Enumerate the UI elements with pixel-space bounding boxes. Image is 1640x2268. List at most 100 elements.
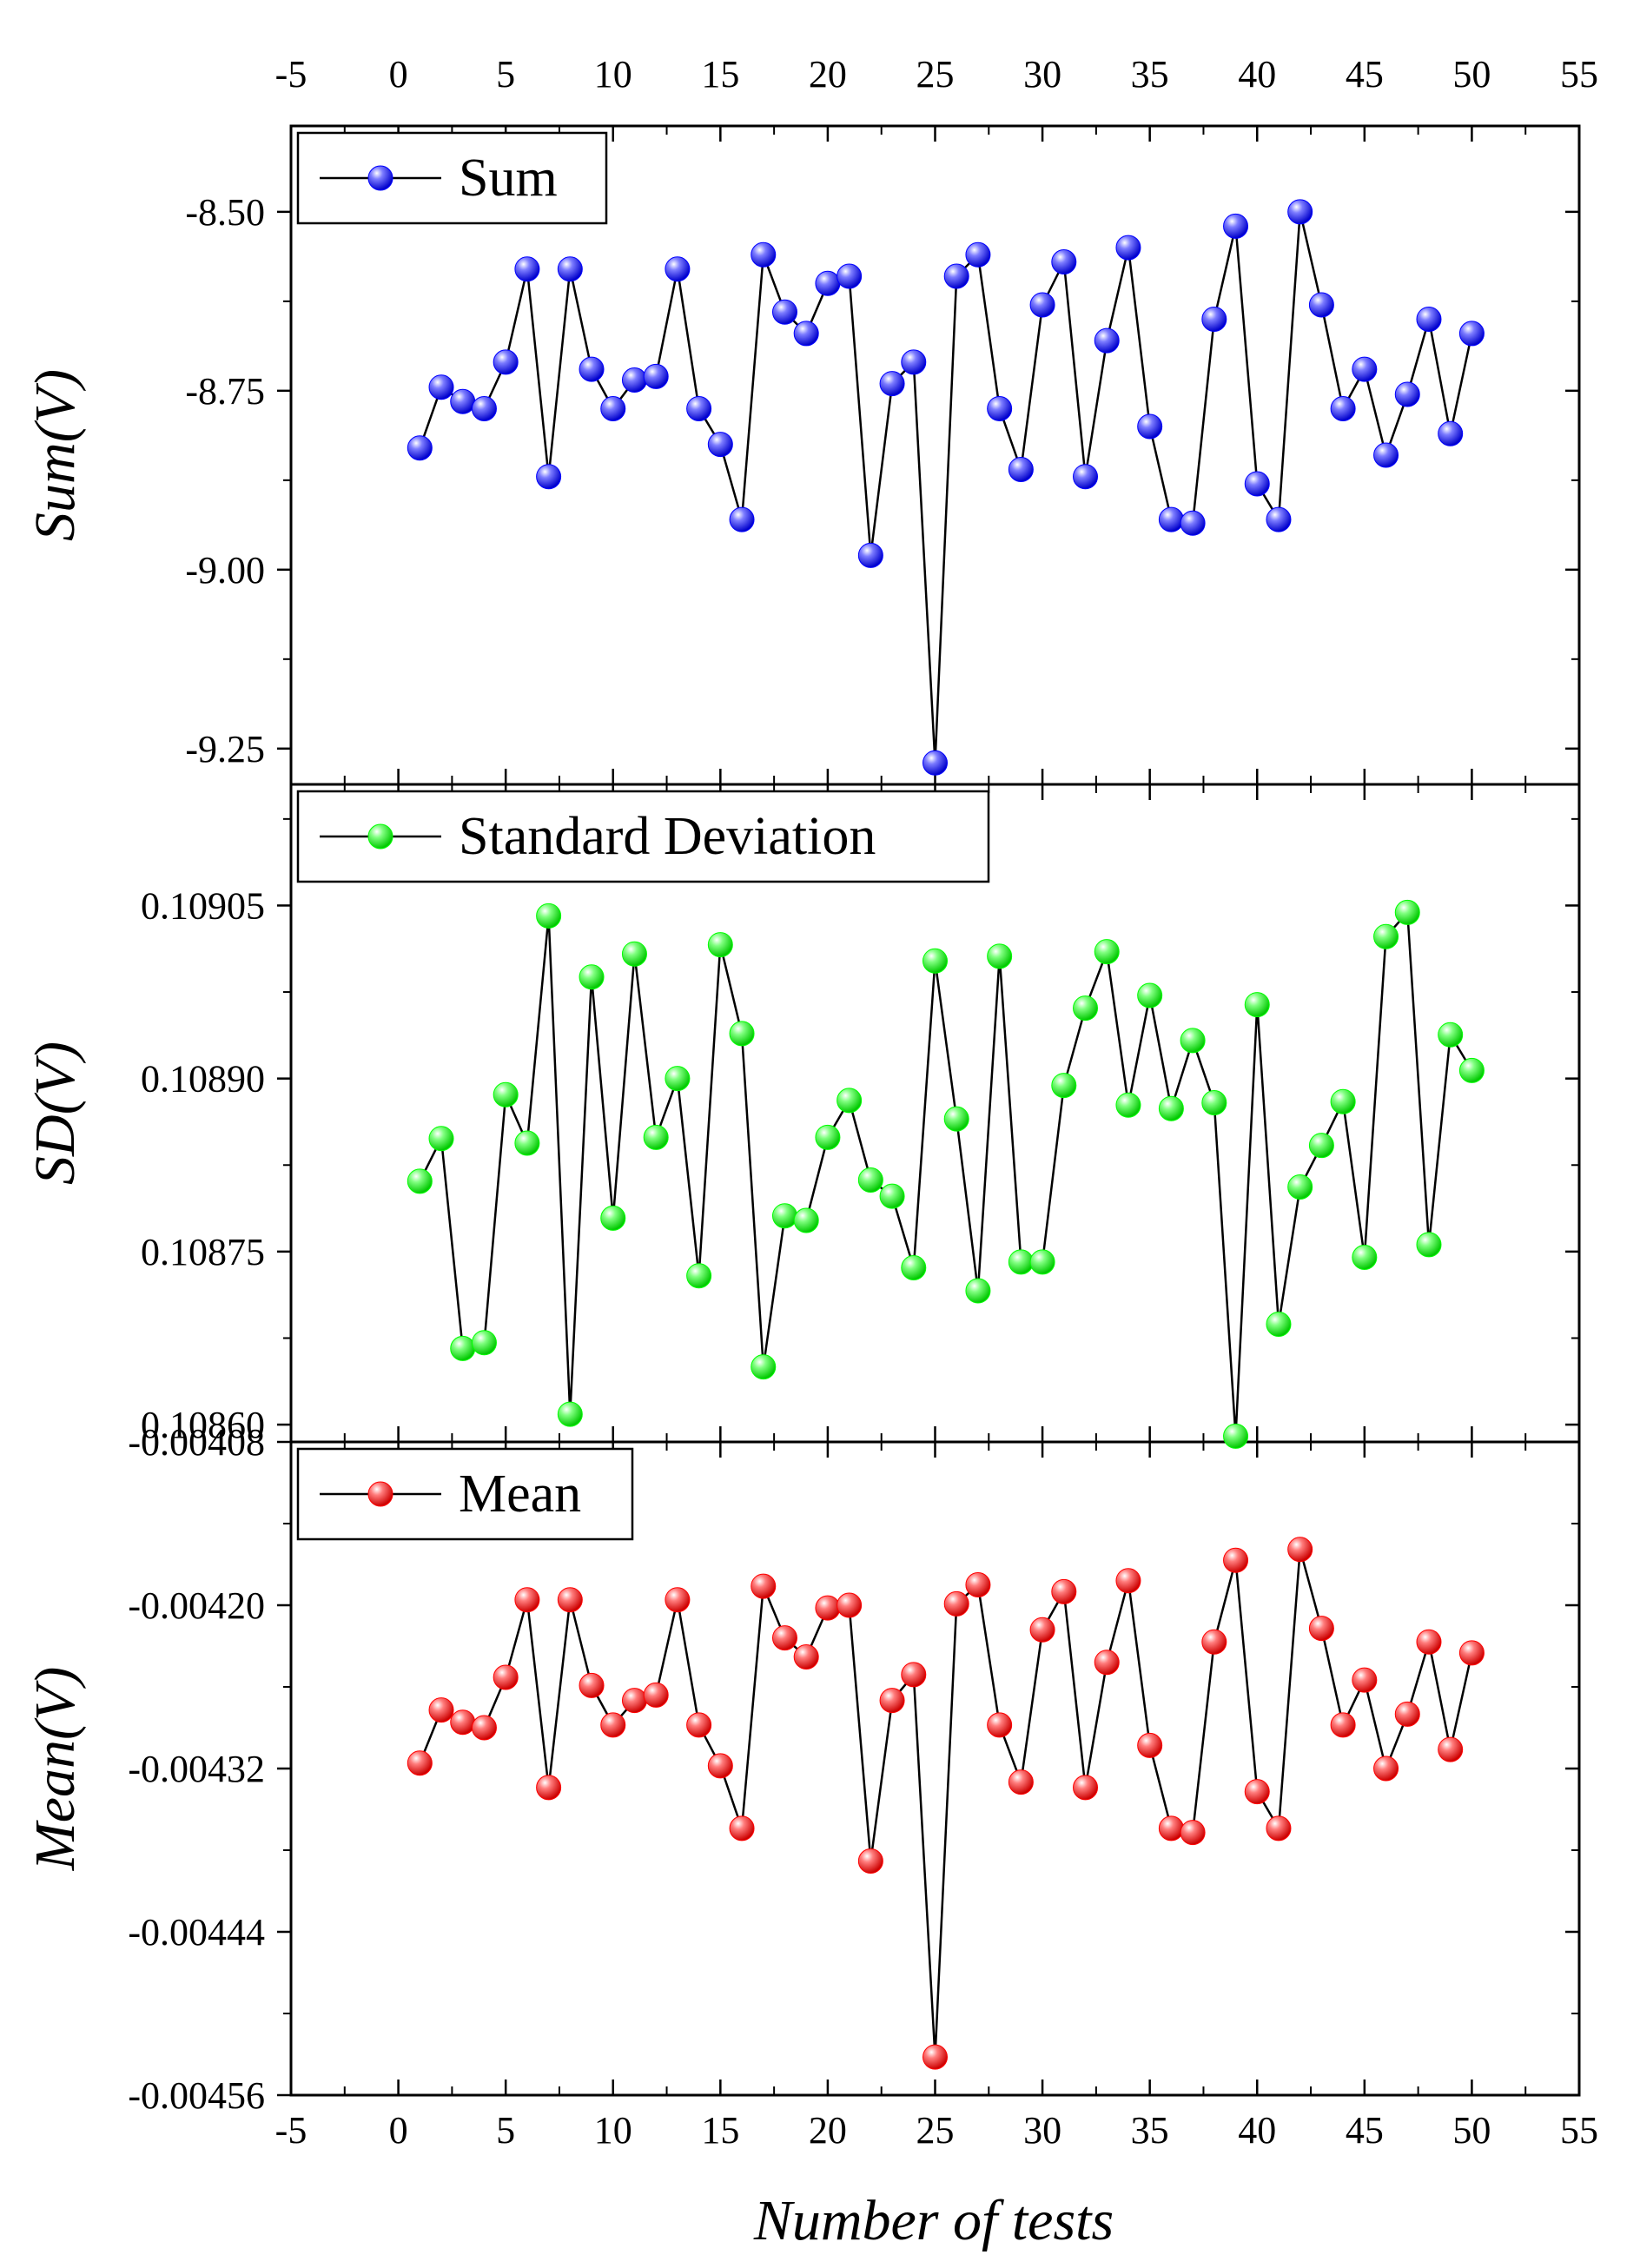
data-point	[1458, 1640, 1485, 1666]
bottom-x-tick-label: 15	[701, 2109, 739, 2152]
data-point	[707, 1753, 733, 1779]
data-point	[557, 1587, 583, 1613]
y-tick-label: -0.00444	[128, 1911, 265, 1954]
top-x-tick-label: 50	[1452, 53, 1491, 96]
data-point	[621, 1688, 647, 1714]
data-point	[793, 1207, 819, 1233]
y-tick-label: -9.00	[185, 549, 265, 592]
data-point	[879, 1688, 905, 1714]
data-point	[1115, 1092, 1141, 1118]
top-x-tick-label: 25	[916, 53, 955, 96]
legend-label: Standard Deviation	[459, 807, 876, 866]
data-point	[1287, 1174, 1313, 1200]
data-point	[1223, 1423, 1249, 1449]
data-point	[1029, 1249, 1055, 1275]
data-point	[1201, 1629, 1227, 1655]
data-point	[729, 1021, 755, 1047]
data-point	[729, 506, 755, 532]
y-tick-label: -0.00408	[128, 1421, 265, 1464]
data-point	[965, 1278, 991, 1304]
data-point	[1115, 235, 1141, 261]
data-point	[665, 1587, 691, 1613]
data-point	[1223, 213, 1249, 239]
data-point	[1352, 356, 1378, 382]
data-point	[1158, 1095, 1184, 1121]
data-point	[1180, 1820, 1206, 1846]
y-axis-title: SD(V)	[23, 1041, 87, 1185]
y-tick-label: -0.00432	[128, 1748, 265, 1790]
data-point	[1158, 1815, 1184, 1842]
data-point	[1394, 381, 1420, 407]
data-point	[1266, 1815, 1292, 1842]
data-point	[987, 943, 1013, 969]
data-point	[837, 1592, 863, 1618]
bottom-x-tick-label: 40	[1238, 2109, 1276, 2152]
bottom-x-tick-label: 30	[1023, 2109, 1061, 2152]
data-point	[771, 299, 797, 325]
data-point	[471, 395, 497, 421]
data-point	[665, 1066, 691, 1092]
data-point	[1201, 306, 1227, 332]
data-point	[857, 542, 883, 568]
data-point	[1094, 327, 1120, 354]
data-point	[751, 1573, 777, 1599]
y-tick-label: -0.00456	[128, 2074, 265, 2117]
data-point	[751, 1354, 777, 1380]
legend-marker	[367, 823, 393, 850]
y-axis-title: Mean(V)	[23, 1667, 87, 1872]
data-point	[471, 1330, 497, 1356]
data-point	[1051, 1073, 1077, 1099]
data-point	[793, 321, 819, 347]
bottom-x-tick-label: 35	[1131, 2109, 1169, 2152]
data-point	[665, 256, 691, 282]
data-point	[987, 395, 1013, 421]
bottom-x-tick-label: -5	[275, 2109, 308, 2152]
data-point	[771, 1203, 797, 1229]
data-point	[686, 1712, 712, 1738]
data-point	[1008, 1769, 1034, 1795]
y-tick-label: 0.10890	[141, 1058, 265, 1101]
data-point	[686, 395, 712, 421]
data-point	[471, 1715, 497, 1741]
data-point	[1137, 413, 1163, 440]
data-point	[857, 1848, 883, 1875]
data-point	[771, 1625, 797, 1651]
data-point	[1394, 899, 1420, 925]
data-point	[943, 1590, 969, 1617]
bottom-x-tick-label: 20	[809, 2109, 847, 2152]
data-point	[1416, 306, 1442, 332]
data-point	[579, 356, 605, 382]
data-point	[1137, 1732, 1163, 1758]
data-point	[600, 395, 626, 421]
data-point	[1308, 1133, 1334, 1159]
data-point	[1287, 199, 1313, 225]
data-point	[1330, 1712, 1356, 1738]
data-point	[1244, 992, 1270, 1018]
top-x-tick-label: 15	[701, 53, 739, 96]
data-point	[1094, 939, 1120, 965]
data-point	[557, 1401, 583, 1427]
data-point	[600, 1712, 626, 1738]
data-point	[879, 1183, 905, 1209]
data-point	[901, 1254, 927, 1280]
data-point	[879, 371, 905, 397]
bottom-x-tick-label: 55	[1560, 2109, 1598, 2152]
data-point	[943, 1106, 969, 1132]
data-point	[407, 1168, 433, 1194]
y-tick-label: -0.00420	[128, 1584, 265, 1627]
data-point	[1373, 923, 1399, 949]
data-point	[1244, 471, 1270, 497]
data-point	[493, 1664, 519, 1690]
data-point	[901, 1662, 927, 1688]
top-x-tick-label: 5	[496, 53, 515, 96]
top-x-tick-label: 0	[389, 53, 408, 96]
data-point	[965, 1572, 991, 1597]
top-x-tick-label: 35	[1131, 53, 1169, 96]
bottom-x-tick-label: 25	[916, 2109, 955, 2152]
data-point	[579, 964, 605, 990]
data-point	[987, 1712, 1013, 1738]
data-point	[1180, 510, 1206, 536]
bottom-x-tick-label: 50	[1452, 2109, 1491, 2152]
data-point	[943, 263, 969, 289]
